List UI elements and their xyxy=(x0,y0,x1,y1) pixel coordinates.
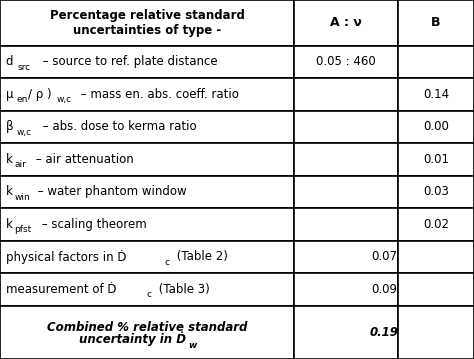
Text: k: k xyxy=(6,153,13,166)
Text: 0.03: 0.03 xyxy=(423,185,449,198)
Text: Combined % relative standard: Combined % relative standard xyxy=(47,321,247,335)
Bar xyxy=(398,241,474,273)
Bar xyxy=(398,176,474,208)
Text: d: d xyxy=(6,55,13,68)
Text: (Table 3): (Table 3) xyxy=(155,283,210,296)
Text: c: c xyxy=(147,290,152,299)
Text: A : ν: A : ν xyxy=(330,16,362,29)
Bar xyxy=(398,78,474,111)
Bar xyxy=(398,46,474,78)
Bar xyxy=(398,208,474,241)
Bar xyxy=(294,306,398,359)
Bar xyxy=(0,273,294,306)
Bar xyxy=(398,0,474,46)
Text: / ρ ): / ρ ) xyxy=(28,88,52,101)
Bar xyxy=(0,241,294,273)
Bar xyxy=(398,306,474,359)
Text: – scaling theorem: – scaling theorem xyxy=(38,218,146,231)
Bar xyxy=(294,46,398,78)
Text: win: win xyxy=(14,193,30,202)
Text: – mass en. abs. coeff. ratio: – mass en. abs. coeff. ratio xyxy=(77,88,239,101)
Bar xyxy=(0,0,294,46)
Bar xyxy=(294,111,398,143)
Text: 0.01: 0.01 xyxy=(423,153,449,166)
Text: B: B xyxy=(431,16,441,29)
Text: k: k xyxy=(6,218,13,231)
Bar xyxy=(0,143,294,176)
Bar xyxy=(0,208,294,241)
Text: w,c: w,c xyxy=(56,95,72,104)
Bar xyxy=(294,0,398,46)
Bar xyxy=(294,78,398,111)
Bar xyxy=(0,306,294,359)
Bar xyxy=(294,176,398,208)
Text: k: k xyxy=(6,185,13,198)
Text: 0.19: 0.19 xyxy=(370,326,398,339)
Text: pfst: pfst xyxy=(14,225,31,234)
Text: 0.00: 0.00 xyxy=(423,120,449,133)
Bar xyxy=(398,111,474,143)
Bar xyxy=(294,273,398,306)
Text: – water phantom window: – water phantom window xyxy=(34,185,187,198)
Text: Percentage relative standard
uncertainties of type -: Percentage relative standard uncertainti… xyxy=(49,9,245,37)
Bar xyxy=(0,111,294,143)
Text: src: src xyxy=(17,63,30,72)
Text: c: c xyxy=(164,258,170,267)
Bar xyxy=(0,78,294,111)
Bar xyxy=(0,46,294,78)
Text: – air attenuation: – air attenuation xyxy=(32,153,134,166)
Text: 0.07: 0.07 xyxy=(371,250,397,263)
Text: – source to ref. plate distance: – source to ref. plate distance xyxy=(39,55,218,68)
Bar xyxy=(398,273,474,306)
Text: w: w xyxy=(189,341,197,350)
Text: air: air xyxy=(14,160,26,169)
Bar xyxy=(0,176,294,208)
Bar xyxy=(294,143,398,176)
Bar xyxy=(398,143,474,176)
Text: measurement of Ḋ: measurement of Ḋ xyxy=(6,283,116,296)
Text: 0.05 : 460: 0.05 : 460 xyxy=(316,55,376,68)
Text: uncertainty in Ḋ: uncertainty in Ḋ xyxy=(79,332,186,346)
Text: 0.14: 0.14 xyxy=(423,88,449,101)
Text: w,c: w,c xyxy=(17,128,32,137)
Bar xyxy=(294,208,398,241)
Text: β: β xyxy=(6,120,13,133)
Text: (Table 2): (Table 2) xyxy=(173,250,228,263)
Text: 0.09: 0.09 xyxy=(371,283,397,296)
Bar xyxy=(294,241,398,273)
Text: en: en xyxy=(16,95,27,104)
Text: μ: μ xyxy=(6,88,13,101)
Text: 0.02: 0.02 xyxy=(423,218,449,231)
Text: – abs. dose to kerma ratio: – abs. dose to kerma ratio xyxy=(39,120,197,133)
Text: physical factors in Ḋ: physical factors in Ḋ xyxy=(6,250,126,264)
